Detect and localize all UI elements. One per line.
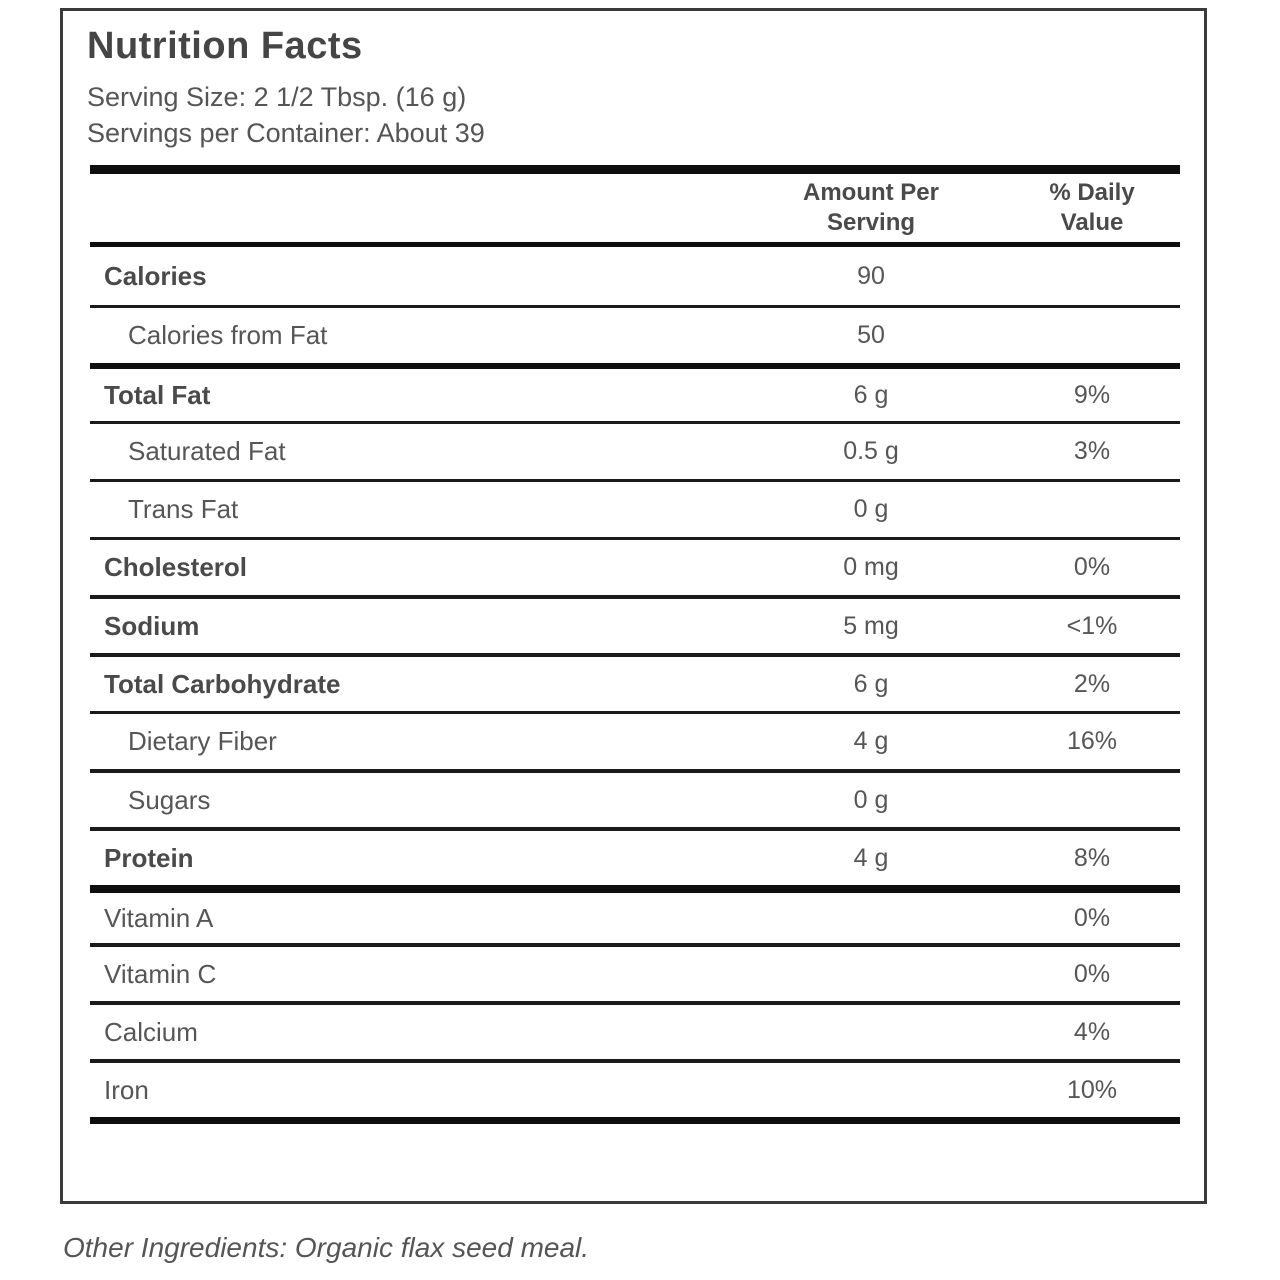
other-ingredients-text: Other Ingredients: Organic flax seed mea… xyxy=(63,1232,590,1263)
nutrient-row: Sugars 0 g xyxy=(90,769,1180,827)
nutrient-row: Calcium 4% xyxy=(90,1001,1180,1059)
nutrient-row: Sodium 5 mg <1% xyxy=(90,595,1180,653)
label-title: Nutrition Facts xyxy=(87,25,363,67)
nutrient-row: Calories from Fat 50 xyxy=(90,305,1180,363)
nutrient-name: Vitamin A xyxy=(104,902,214,933)
nutrient-row: Vitamin C 0% xyxy=(90,943,1180,1001)
nutrient-name: Iron xyxy=(104,1074,149,1105)
nutrient-row: Cholesterol 0 mg 0% xyxy=(90,537,1180,595)
nutrient-amount: 4 g xyxy=(853,843,889,872)
nutrient-name: Calories xyxy=(104,260,207,291)
nutrient-amount: 5 mg xyxy=(843,611,899,640)
nutrient-amount: 0.5 g xyxy=(843,437,899,465)
nutrient-row: Total Fat 6 g 9% xyxy=(90,363,1180,421)
nutrient-row: Iron 10% xyxy=(90,1059,1180,1117)
nutrient-row: Total Carbohydrate 6 g 2% xyxy=(90,653,1180,711)
nutrient-name: Sodium xyxy=(104,610,200,641)
nutrient-daily-value: 3% xyxy=(1073,437,1111,465)
nutrient-row: Dietary Fiber 4 g 16% xyxy=(90,711,1180,769)
nutrient-amount: 90 xyxy=(857,261,885,290)
nutrient-daily-value: 16% xyxy=(1066,727,1118,755)
nutrient-amount: 50 xyxy=(857,321,885,349)
nutrient-rows: Calories 90 Calories from Fat 50 Total F… xyxy=(90,247,1180,1117)
serving-size-text: Serving Size: 2 1/2 Tbsp. (16 g) xyxy=(87,82,467,112)
nutrient-daily-value: 0% xyxy=(1073,903,1111,932)
nutrient-name: Total Carbohydrate xyxy=(104,668,341,699)
nutrient-name: Sugars xyxy=(128,784,211,815)
column-header-daily-value: % Daily Value xyxy=(1049,179,1135,236)
nutrition-facts-panel: Nutrition Facts Serving Size: 2 1/2 Tbsp… xyxy=(60,8,1207,1204)
nutrient-daily-value: 8% xyxy=(1073,843,1111,872)
nutrient-daily-value: 9% xyxy=(1073,380,1111,409)
nutrient-amount: 6 g xyxy=(853,380,889,409)
nutrient-name: Calories from Fat xyxy=(128,320,328,350)
nutrient-daily-value: 10% xyxy=(1066,1075,1118,1104)
nutrient-name: Protein xyxy=(104,842,194,873)
servings-per-container-text: Servings per Container: About 39 xyxy=(87,118,485,148)
nutrient-row: Calories 90 xyxy=(90,247,1180,305)
nutrient-daily-value: 2% xyxy=(1073,669,1111,698)
nutrient-row: Vitamin A 0% xyxy=(90,885,1180,943)
nutrient-amount: 0 g xyxy=(853,785,889,814)
nutrient-name: Calcium xyxy=(104,1016,198,1047)
nutrient-daily-value: 0% xyxy=(1073,553,1111,581)
nutrient-row: Saturated Fat 0.5 g 3% xyxy=(90,421,1180,479)
nutrient-row: Protein 4 g 8% xyxy=(90,827,1180,885)
nutrient-daily-value: 4% xyxy=(1073,1017,1111,1046)
table-header-row: Amount Per Serving % Daily Value xyxy=(90,174,1180,247)
nutrition-table: Amount Per Serving % Daily Value Calorie… xyxy=(90,165,1180,1124)
nutrient-name: Saturated Fat xyxy=(128,436,286,466)
nutrient-name: Dietary Fiber xyxy=(128,726,277,756)
nutrient-amount: 4 g xyxy=(853,727,889,755)
nutrient-amount: 6 g xyxy=(853,669,889,698)
nutrient-row: Trans Fat 0 g xyxy=(90,479,1180,537)
nutrient-name: Cholesterol xyxy=(104,552,248,582)
nutrient-daily-value: <1% xyxy=(1066,611,1118,640)
nutrient-daily-value: 0% xyxy=(1073,959,1111,988)
nutrient-name: Trans Fat xyxy=(128,494,239,524)
nutrient-name: Vitamin C xyxy=(104,958,217,989)
nutrient-amount: 0 g xyxy=(853,495,889,523)
nutrient-name: Total Fat xyxy=(104,379,211,410)
nutrient-amount: 0 mg xyxy=(843,553,899,581)
label-header: Nutrition Facts Serving Size: 2 1/2 Tbsp… xyxy=(63,11,1204,151)
column-header-amount-per-serving: Amount Per Serving xyxy=(802,179,939,236)
